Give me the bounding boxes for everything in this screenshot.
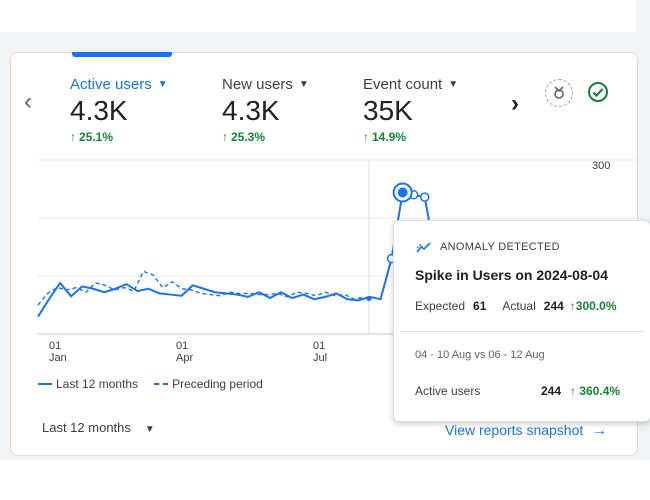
legend-label: Preceding period xyxy=(172,377,263,391)
date-range-dropdown[interactable]: Last 12 months ▼ xyxy=(42,420,155,435)
expected-value: 61 xyxy=(473,299,487,313)
comparison-range: 04 - 10 Aug vs 06 - 12 Aug xyxy=(415,349,545,361)
metric-label-text: New users xyxy=(222,76,293,93)
line-preceding-period xyxy=(37,270,365,306)
anomaly-heading: ANOMALY DETECTED xyxy=(416,241,560,253)
check-glyph xyxy=(588,82,608,102)
metric-value: 4.3K xyxy=(222,95,280,126)
arrow-up-icon: ↑ xyxy=(363,130,369,144)
x-tick-month: Apr xyxy=(176,352,194,364)
actual-pct: ↑300.0% xyxy=(569,299,617,313)
insights-glyph xyxy=(554,86,564,99)
legend-item-current: Last 12 months xyxy=(38,377,138,391)
metric-delta-text: 25.1% xyxy=(79,130,114,144)
anomaly-markers xyxy=(366,182,463,302)
actual-pct-text: 300.0% xyxy=(575,299,617,313)
tooltip-metric-name: Active users xyxy=(415,384,481,398)
x-tick-month: Jan xyxy=(49,352,67,364)
legend-item-previous: Preceding period xyxy=(154,377,263,391)
anomaly-tooltip: ANOMALY DETECTED Spike in Users on 2024-… xyxy=(393,220,650,422)
tooltip-divider xyxy=(400,331,644,332)
metric-delta: ↑ 14.9% xyxy=(363,130,458,144)
expected-value-point xyxy=(366,296,372,302)
top-strip xyxy=(0,0,636,32)
check-circle-icon[interactable] xyxy=(585,79,611,105)
dropdown-arrow-icon[interactable]: ▼ xyxy=(298,79,309,90)
metric-delta-text: 25.3% xyxy=(231,130,266,144)
x-tick-day: 01 xyxy=(49,340,62,352)
arrow-up-icon: ↑ xyxy=(70,130,76,144)
tooltip-metric-value: 244 xyxy=(541,384,562,398)
metric-tab-active-users[interactable]: Active users ▼ 4.3K ↑ 25.1% xyxy=(70,76,168,144)
dropdown-arrow-icon: ▼ xyxy=(144,424,155,435)
date-range-label: Last 12 months xyxy=(42,420,131,435)
anomaly-title: Spike in Users on 2024-08-04 xyxy=(415,267,608,283)
dropdown-arrow-icon[interactable]: ▼ xyxy=(157,79,168,90)
anomaly-point xyxy=(420,192,430,202)
metric-label-text: Event count xyxy=(363,76,443,93)
arrow-right-icon: → xyxy=(591,422,608,439)
dropdown-arrow-icon[interactable]: ▼ xyxy=(448,79,459,90)
legend-solid-swatch xyxy=(38,383,52,385)
x-tick-day: 01 xyxy=(176,340,189,352)
anomaly-peak-dot xyxy=(397,187,408,198)
metric-label: Event count ▼ xyxy=(363,76,458,93)
expected-label: Expected xyxy=(415,299,466,313)
chart-legend: Last 12 months Preceding period xyxy=(38,377,279,391)
snapshot-link-label: View reports snapshot xyxy=(445,422,584,438)
arrow-up-icon: ↑ xyxy=(222,130,228,144)
tooltip-metric-pct: ↑ 360.4% xyxy=(570,384,621,398)
next-metric-button[interactable]: › xyxy=(511,90,519,117)
x-tick-month: Jul xyxy=(313,352,328,364)
metric-value: 35K xyxy=(363,95,413,126)
series-preceding-period xyxy=(37,270,365,306)
metric-tab-event-count[interactable]: Event count ▼ 35K ↑ 14.9% xyxy=(363,76,458,144)
anomaly-icon xyxy=(416,242,431,253)
metric-value: 4.3K xyxy=(70,95,128,126)
anomaly-heading-text: ANOMALY DETECTED xyxy=(440,241,560,253)
metric-tab-new-users[interactable]: New users ▼ 4.3K ↑ 25.3% xyxy=(222,76,309,144)
legend-label: Last 12 months xyxy=(56,377,139,391)
bottom-area xyxy=(0,460,650,500)
expected-actual-row: Expected 61 Actual 244 ↑300.0% xyxy=(415,299,617,313)
metric-delta: ↑ 25.3% xyxy=(222,130,309,144)
view-reports-snapshot-link[interactable]: View reports snapshot → xyxy=(445,422,607,440)
actual-value: 244 xyxy=(543,299,564,313)
actual-label: Actual xyxy=(502,299,536,313)
y-tick-label: 300 xyxy=(592,160,611,172)
legend-dashed-swatch xyxy=(154,383,169,385)
metric-delta-text: 14.9% xyxy=(372,130,407,144)
tooltip-metric-pct-text: 360.4% xyxy=(579,384,621,398)
metric-label-text: Active users xyxy=(70,76,152,93)
previous-metric-button[interactable]: ‹ xyxy=(24,88,32,115)
insights-icon[interactable] xyxy=(545,79,573,107)
x-tick-day: 01 xyxy=(313,340,326,352)
active-tab-indicator xyxy=(72,52,172,57)
metric-label: New users ▼ xyxy=(222,76,309,93)
metric-label: Active users ▼ xyxy=(70,76,168,93)
metric-delta: ↑ 25.1% xyxy=(70,130,168,144)
